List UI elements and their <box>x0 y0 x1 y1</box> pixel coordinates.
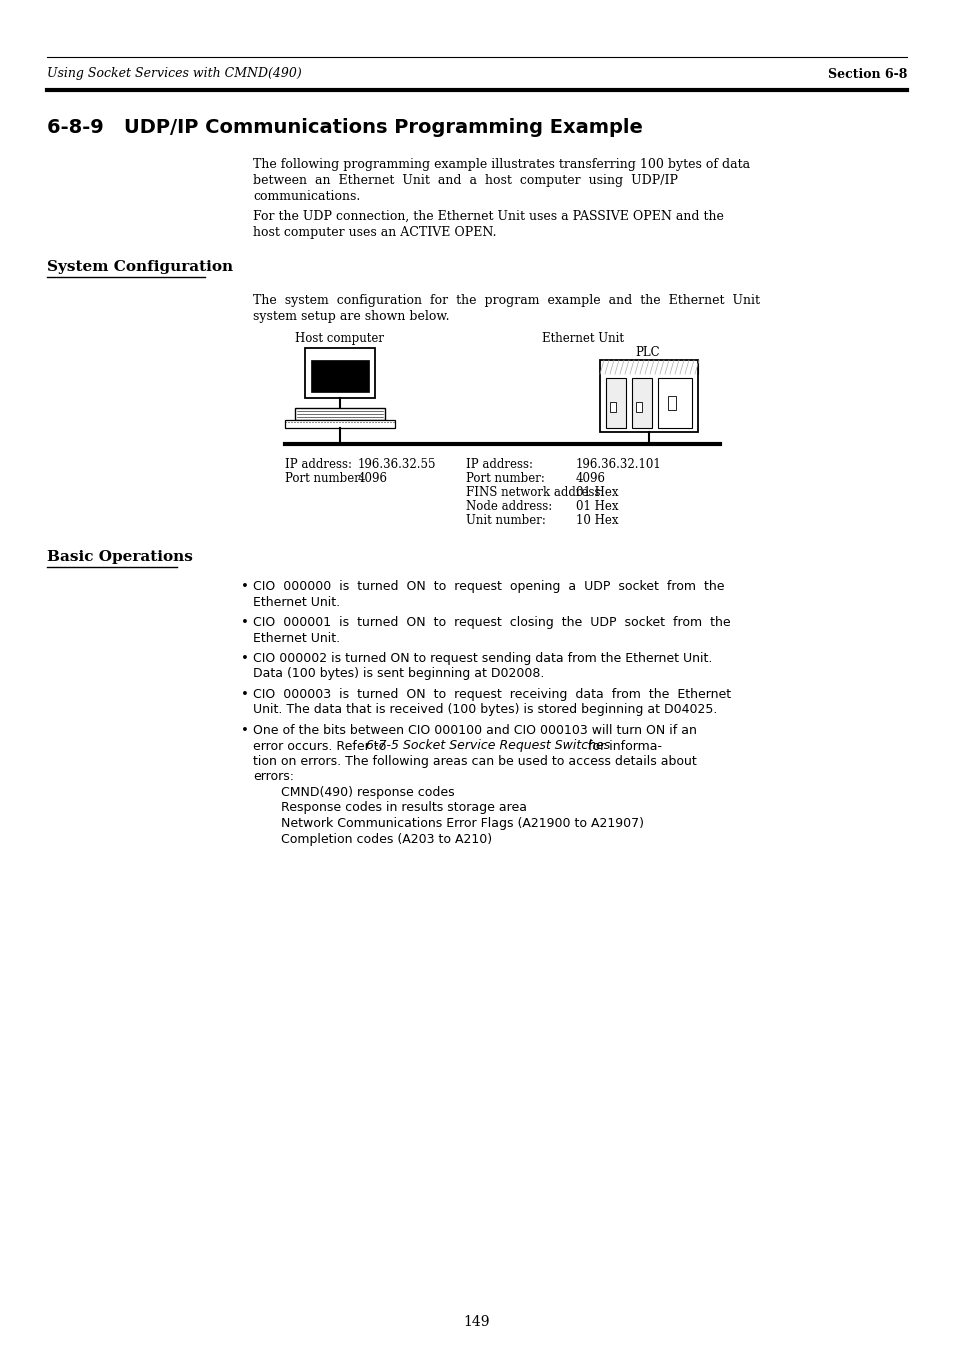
Text: Port number:: Port number: <box>285 471 363 485</box>
Bar <box>631 378 651 428</box>
Bar <box>605 378 625 428</box>
Text: System Configuration: System Configuration <box>47 259 233 274</box>
Bar <box>609 403 616 412</box>
Text: communications.: communications. <box>253 190 360 203</box>
Text: PLC: PLC <box>635 346 659 359</box>
Bar <box>285 420 395 428</box>
Text: Response codes in results storage area: Response codes in results storage area <box>281 801 526 815</box>
Text: CMND(490) response codes: CMND(490) response codes <box>281 786 455 798</box>
Text: Unit number:: Unit number: <box>465 513 545 527</box>
Text: CIO  000003  is  turned  ON  to  request  receiving  data  from  the  Ethernet: CIO 000003 is turned ON to request recei… <box>253 688 730 701</box>
Text: For the UDP connection, the Ethernet Unit uses a PASSIVE OPEN and the: For the UDP connection, the Ethernet Uni… <box>253 209 723 223</box>
Text: between  an  Ethernet  Unit  and  a  host  computer  using  UDP/IP: between an Ethernet Unit and a host comp… <box>253 174 678 186</box>
Text: The following programming example illustrates transferring 100 bytes of data: The following programming example illust… <box>253 158 749 172</box>
Text: 149: 149 <box>463 1315 490 1329</box>
Text: Completion codes (A203 to A210): Completion codes (A203 to A210) <box>281 832 492 846</box>
Text: Ethernet Unit.: Ethernet Unit. <box>253 631 340 644</box>
Text: The  system  configuration  for  the  program  example  and  the  Ethernet  Unit: The system configuration for the program… <box>253 295 760 307</box>
Bar <box>636 403 641 412</box>
Text: Section 6-8: Section 6-8 <box>827 68 906 81</box>
Text: IP address:: IP address: <box>285 458 352 471</box>
Text: CIO  000001  is  turned  ON  to  request  closing  the  UDP  socket  from  the: CIO 000001 is turned ON to request closi… <box>253 616 730 630</box>
Text: Port number:: Port number: <box>465 471 544 485</box>
Text: Unit. The data that is received (100 bytes) is stored beginning at D04025.: Unit. The data that is received (100 byt… <box>253 704 717 716</box>
Text: Data (100 bytes) is sent beginning at D02008.: Data (100 bytes) is sent beginning at D0… <box>253 667 544 681</box>
Text: 10 Hex: 10 Hex <box>576 513 618 527</box>
Text: 6-8-9   UDP/IP Communications Programming Example: 6-8-9 UDP/IP Communications Programming … <box>47 118 642 136</box>
Text: FINS network address:: FINS network address: <box>465 486 604 499</box>
Text: error occurs. Refer to: error occurs. Refer to <box>253 739 390 753</box>
Text: for informa-: for informa- <box>583 739 661 753</box>
Text: 01 Hex: 01 Hex <box>576 486 618 499</box>
Text: One of the bits between CIO 000100 and CIO 000103 will turn ON if an: One of the bits between CIO 000100 and C… <box>253 724 696 738</box>
Bar <box>667 396 676 409</box>
Text: 196.36.32.55: 196.36.32.55 <box>357 458 436 471</box>
Text: errors:: errors: <box>253 770 294 784</box>
Text: CIO 000002 is turned ON to request sending data from the Ethernet Unit.: CIO 000002 is turned ON to request sendi… <box>253 653 712 665</box>
Text: Ethernet Unit.: Ethernet Unit. <box>253 596 340 608</box>
Bar <box>294 408 385 420</box>
Text: Network Communications Error Flags (A21900 to A21907): Network Communications Error Flags (A219… <box>281 817 643 830</box>
Text: •: • <box>241 688 249 701</box>
Bar <box>599 359 698 374</box>
Text: Using Socket Services with CMND(490): Using Socket Services with CMND(490) <box>47 68 301 81</box>
Text: •: • <box>241 724 249 738</box>
Text: Ethernet Unit: Ethernet Unit <box>541 332 623 345</box>
Bar <box>658 378 691 428</box>
Text: IP address:: IP address: <box>465 458 533 471</box>
Text: Node address:: Node address: <box>465 500 552 513</box>
Bar <box>305 349 375 399</box>
Text: system setup are shown below.: system setup are shown below. <box>253 309 449 323</box>
Text: •: • <box>241 653 249 665</box>
Text: Host computer: Host computer <box>295 332 384 345</box>
Text: tion on errors. The following areas can be used to access details about: tion on errors. The following areas can … <box>253 755 696 767</box>
Text: •: • <box>241 580 249 593</box>
Text: 4096: 4096 <box>357 471 388 485</box>
Text: CIO  000000  is  turned  ON  to  request  opening  a  UDP  socket  from  the: CIO 000000 is turned ON to request openi… <box>253 580 723 593</box>
Text: 196.36.32.101: 196.36.32.101 <box>576 458 661 471</box>
Text: 6-7-5 Socket Service Request Switches: 6-7-5 Socket Service Request Switches <box>366 739 610 753</box>
Text: 4096: 4096 <box>576 471 605 485</box>
Text: 01 Hex: 01 Hex <box>576 500 618 513</box>
Bar <box>311 359 369 392</box>
Text: •: • <box>241 616 249 630</box>
Text: host computer uses an ACTIVE OPEN.: host computer uses an ACTIVE OPEN. <box>253 226 496 239</box>
Text: Basic Operations: Basic Operations <box>47 550 193 563</box>
Bar <box>599 359 698 432</box>
